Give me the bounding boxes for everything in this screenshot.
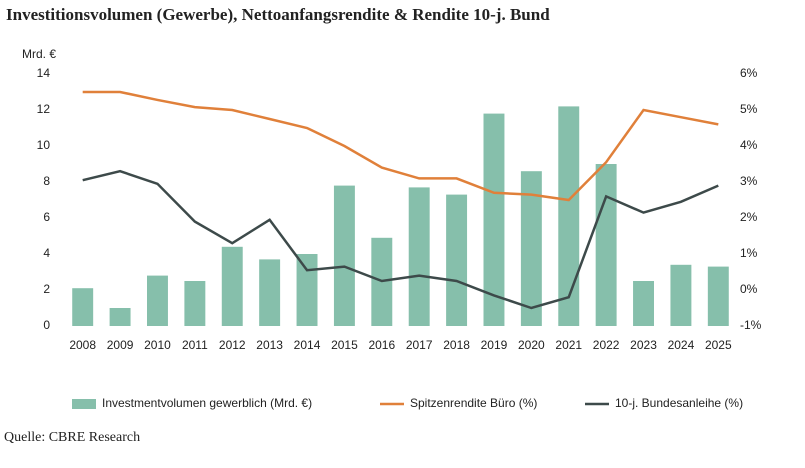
bar — [147, 275, 168, 326]
line — [82, 90, 719, 202]
y2-tick-label: 5% — [740, 102, 758, 116]
x-tick-label: 2022 — [593, 338, 620, 352]
y-tick-label: 12 — [37, 102, 51, 116]
y2-tick-label: 2% — [740, 210, 758, 224]
x-tick-label: 2008 — [69, 338, 96, 352]
bar — [446, 194, 468, 326]
x-tick-label: 2017 — [406, 338, 433, 352]
bar — [520, 171, 542, 326]
y2-tick-label: -1% — [740, 318, 762, 332]
y2-tick-label: 4% — [740, 138, 758, 152]
bar — [633, 281, 654, 326]
x-tick-label: 2018 — [443, 338, 470, 352]
legend-label: Investmentvolumen gewerblich (Mrd. €) — [102, 396, 312, 410]
y2-tick-label: 6% — [740, 66, 758, 80]
y-tick-label: 0 — [43, 318, 50, 332]
x-tick-label: 2013 — [256, 338, 283, 352]
x-tick-label: 2024 — [668, 338, 695, 352]
bar — [109, 308, 131, 326]
y-tick-label: 4 — [43, 246, 50, 260]
chart-title: Investitionsvolumen (Gewerbe), Nettoanfa… — [6, 5, 550, 24]
bar — [259, 259, 281, 326]
bar — [296, 254, 318, 326]
y2-tick-label: 3% — [740, 174, 758, 188]
x-tick-label: 2023 — [630, 338, 657, 352]
x-tick-label: 2009 — [107, 338, 134, 352]
x-tick-label: 2019 — [481, 338, 508, 352]
x-tick-label: 2012 — [219, 338, 246, 352]
bar — [72, 288, 94, 326]
bar — [670, 264, 692, 326]
bar — [483, 113, 505, 326]
x-tick-label: 2010 — [144, 338, 171, 352]
bar — [707, 266, 729, 326]
bar — [558, 106, 580, 327]
x-tick-label: 2025 — [705, 338, 732, 352]
x-tick-label: 2014 — [294, 338, 321, 352]
legend-swatch — [72, 399, 96, 409]
bar — [595, 164, 617, 326]
legend-label: Spitzenrendite Büro (%) — [410, 396, 537, 410]
x-tick-label: 2015 — [331, 338, 358, 352]
line — [82, 169, 719, 310]
legend-label: 10-j. Bundesanleihe (%) — [615, 396, 743, 410]
y-tick-label: 10 — [37, 138, 51, 152]
x-tick-label: 2011 — [182, 338, 208, 352]
y-tick-label: 14 — [37, 66, 51, 80]
x-tick-label: 2016 — [368, 338, 395, 352]
y2-tick-label: 0% — [740, 282, 758, 296]
y2-tick-label: 1% — [740, 246, 758, 260]
bar — [184, 281, 206, 326]
bar — [408, 187, 430, 326]
bar — [333, 185, 355, 326]
source: Quelle: CBRE Research — [4, 430, 140, 445]
y-tick-label: 8 — [43, 174, 50, 188]
y-axis-label: Mrd. € — [22, 47, 56, 61]
y-tick-label: 2 — [43, 282, 50, 296]
bar — [221, 246, 243, 326]
y-tick-label: 6 — [43, 210, 50, 224]
x-tick-label: 2021 — [555, 338, 582, 352]
x-tick-label: 2020 — [518, 338, 545, 352]
